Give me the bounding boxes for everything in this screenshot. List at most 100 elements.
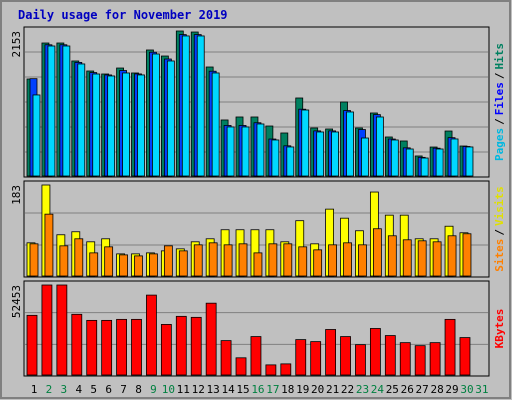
bar [325, 329, 337, 376]
x-tick-label: 10 [162, 383, 175, 396]
bar [116, 318, 127, 376]
bar [340, 336, 351, 376]
x-tick-label: 2 [46, 383, 53, 396]
legend-entry: KBytes [493, 309, 506, 349]
bar [86, 319, 98, 376]
y-tick-label: 52453 [10, 285, 23, 318]
bar [122, 72, 130, 177]
x-tick-label: 12 [192, 383, 205, 396]
bar [166, 60, 175, 177]
x-tick-label: 13 [207, 383, 220, 396]
legend-entry: Hits [493, 43, 506, 70]
x-tick-label: 24 [371, 383, 385, 396]
x-tick-label: 7 [120, 383, 127, 396]
x-tick-label: 5 [90, 383, 97, 396]
bar [301, 109, 310, 177]
bar [59, 245, 69, 277]
bar [310, 341, 322, 376]
bar [160, 324, 172, 376]
bar [298, 246, 308, 277]
y-tick-label: 183 [10, 185, 23, 205]
bar [26, 314, 38, 376]
bar [190, 316, 202, 376]
bar [235, 357, 247, 376]
legend-entry: Files [493, 82, 506, 115]
bar [220, 340, 232, 376]
bar [283, 243, 293, 277]
x-tick-label: 9 [150, 383, 157, 396]
y-tick-label: 2153 [10, 31, 23, 58]
x-tick-label: 19 [296, 383, 309, 396]
x-tick-label: 20 [311, 383, 324, 396]
bar [375, 116, 384, 177]
bar [241, 126, 250, 177]
legend: KBytes [493, 309, 506, 349]
bar [101, 319, 113, 376]
x-tick-label: 26 [401, 383, 414, 396]
bar [372, 228, 382, 277]
bar [29, 243, 39, 277]
x-tick-label: 31 [475, 383, 488, 396]
bar [462, 233, 472, 277]
legend-separator: / [493, 229, 506, 236]
legend-separator: / [493, 118, 506, 125]
x-tick-label: 15 [236, 383, 249, 396]
bar [361, 137, 369, 177]
bar [137, 74, 145, 177]
x-tick-label: 11 [177, 383, 190, 396]
bar [238, 243, 248, 277]
bar [208, 242, 218, 277]
x-tick-label: 30 [460, 383, 473, 396]
x-tick-label: 18 [281, 383, 294, 396]
x-tick-label: 1 [31, 383, 38, 396]
bar [104, 246, 114, 277]
bar [328, 244, 338, 277]
bar [92, 73, 101, 177]
bar [223, 244, 233, 277]
bar [163, 245, 173, 277]
bar [175, 315, 187, 376]
bar [405, 148, 414, 177]
bar [447, 235, 457, 277]
bar [313, 249, 323, 277]
x-tick-label: 16 [251, 383, 264, 396]
bar [107, 75, 116, 177]
bar [134, 255, 143, 277]
bar [196, 35, 205, 177]
x-tick-label: 29 [445, 383, 458, 396]
bar [444, 318, 456, 376]
bar [211, 72, 220, 177]
bar [387, 235, 397, 277]
bar [253, 252, 263, 277]
bar [205, 302, 217, 376]
bar [152, 53, 160, 177]
bar [369, 328, 381, 376]
bar [77, 63, 86, 177]
bar [346, 111, 354, 177]
x-tick-label: 4 [75, 383, 82, 396]
chart-title: Daily usage for November 2019 [18, 8, 228, 22]
x-tick-label: 8 [135, 383, 142, 396]
bar [268, 243, 278, 277]
legend-entry: Sites [493, 239, 506, 272]
bar [358, 244, 367, 277]
bar [450, 138, 459, 177]
bar [432, 241, 442, 277]
bar [286, 146, 295, 177]
bar [149, 253, 158, 277]
bar [32, 94, 41, 177]
x-tick-label: 22 [341, 383, 354, 396]
legend-entry: Pages [493, 128, 506, 161]
bar [56, 284, 68, 376]
bar [226, 126, 235, 177]
legend: Pages / Files / Hits [493, 43, 506, 161]
x-tick-label: 28 [430, 383, 443, 396]
bar [62, 45, 71, 177]
bar [414, 345, 426, 376]
bar [119, 254, 128, 277]
bar [178, 250, 188, 277]
bar [74, 238, 84, 277]
bar [343, 242, 352, 277]
x-tick-label: 21 [326, 383, 339, 396]
